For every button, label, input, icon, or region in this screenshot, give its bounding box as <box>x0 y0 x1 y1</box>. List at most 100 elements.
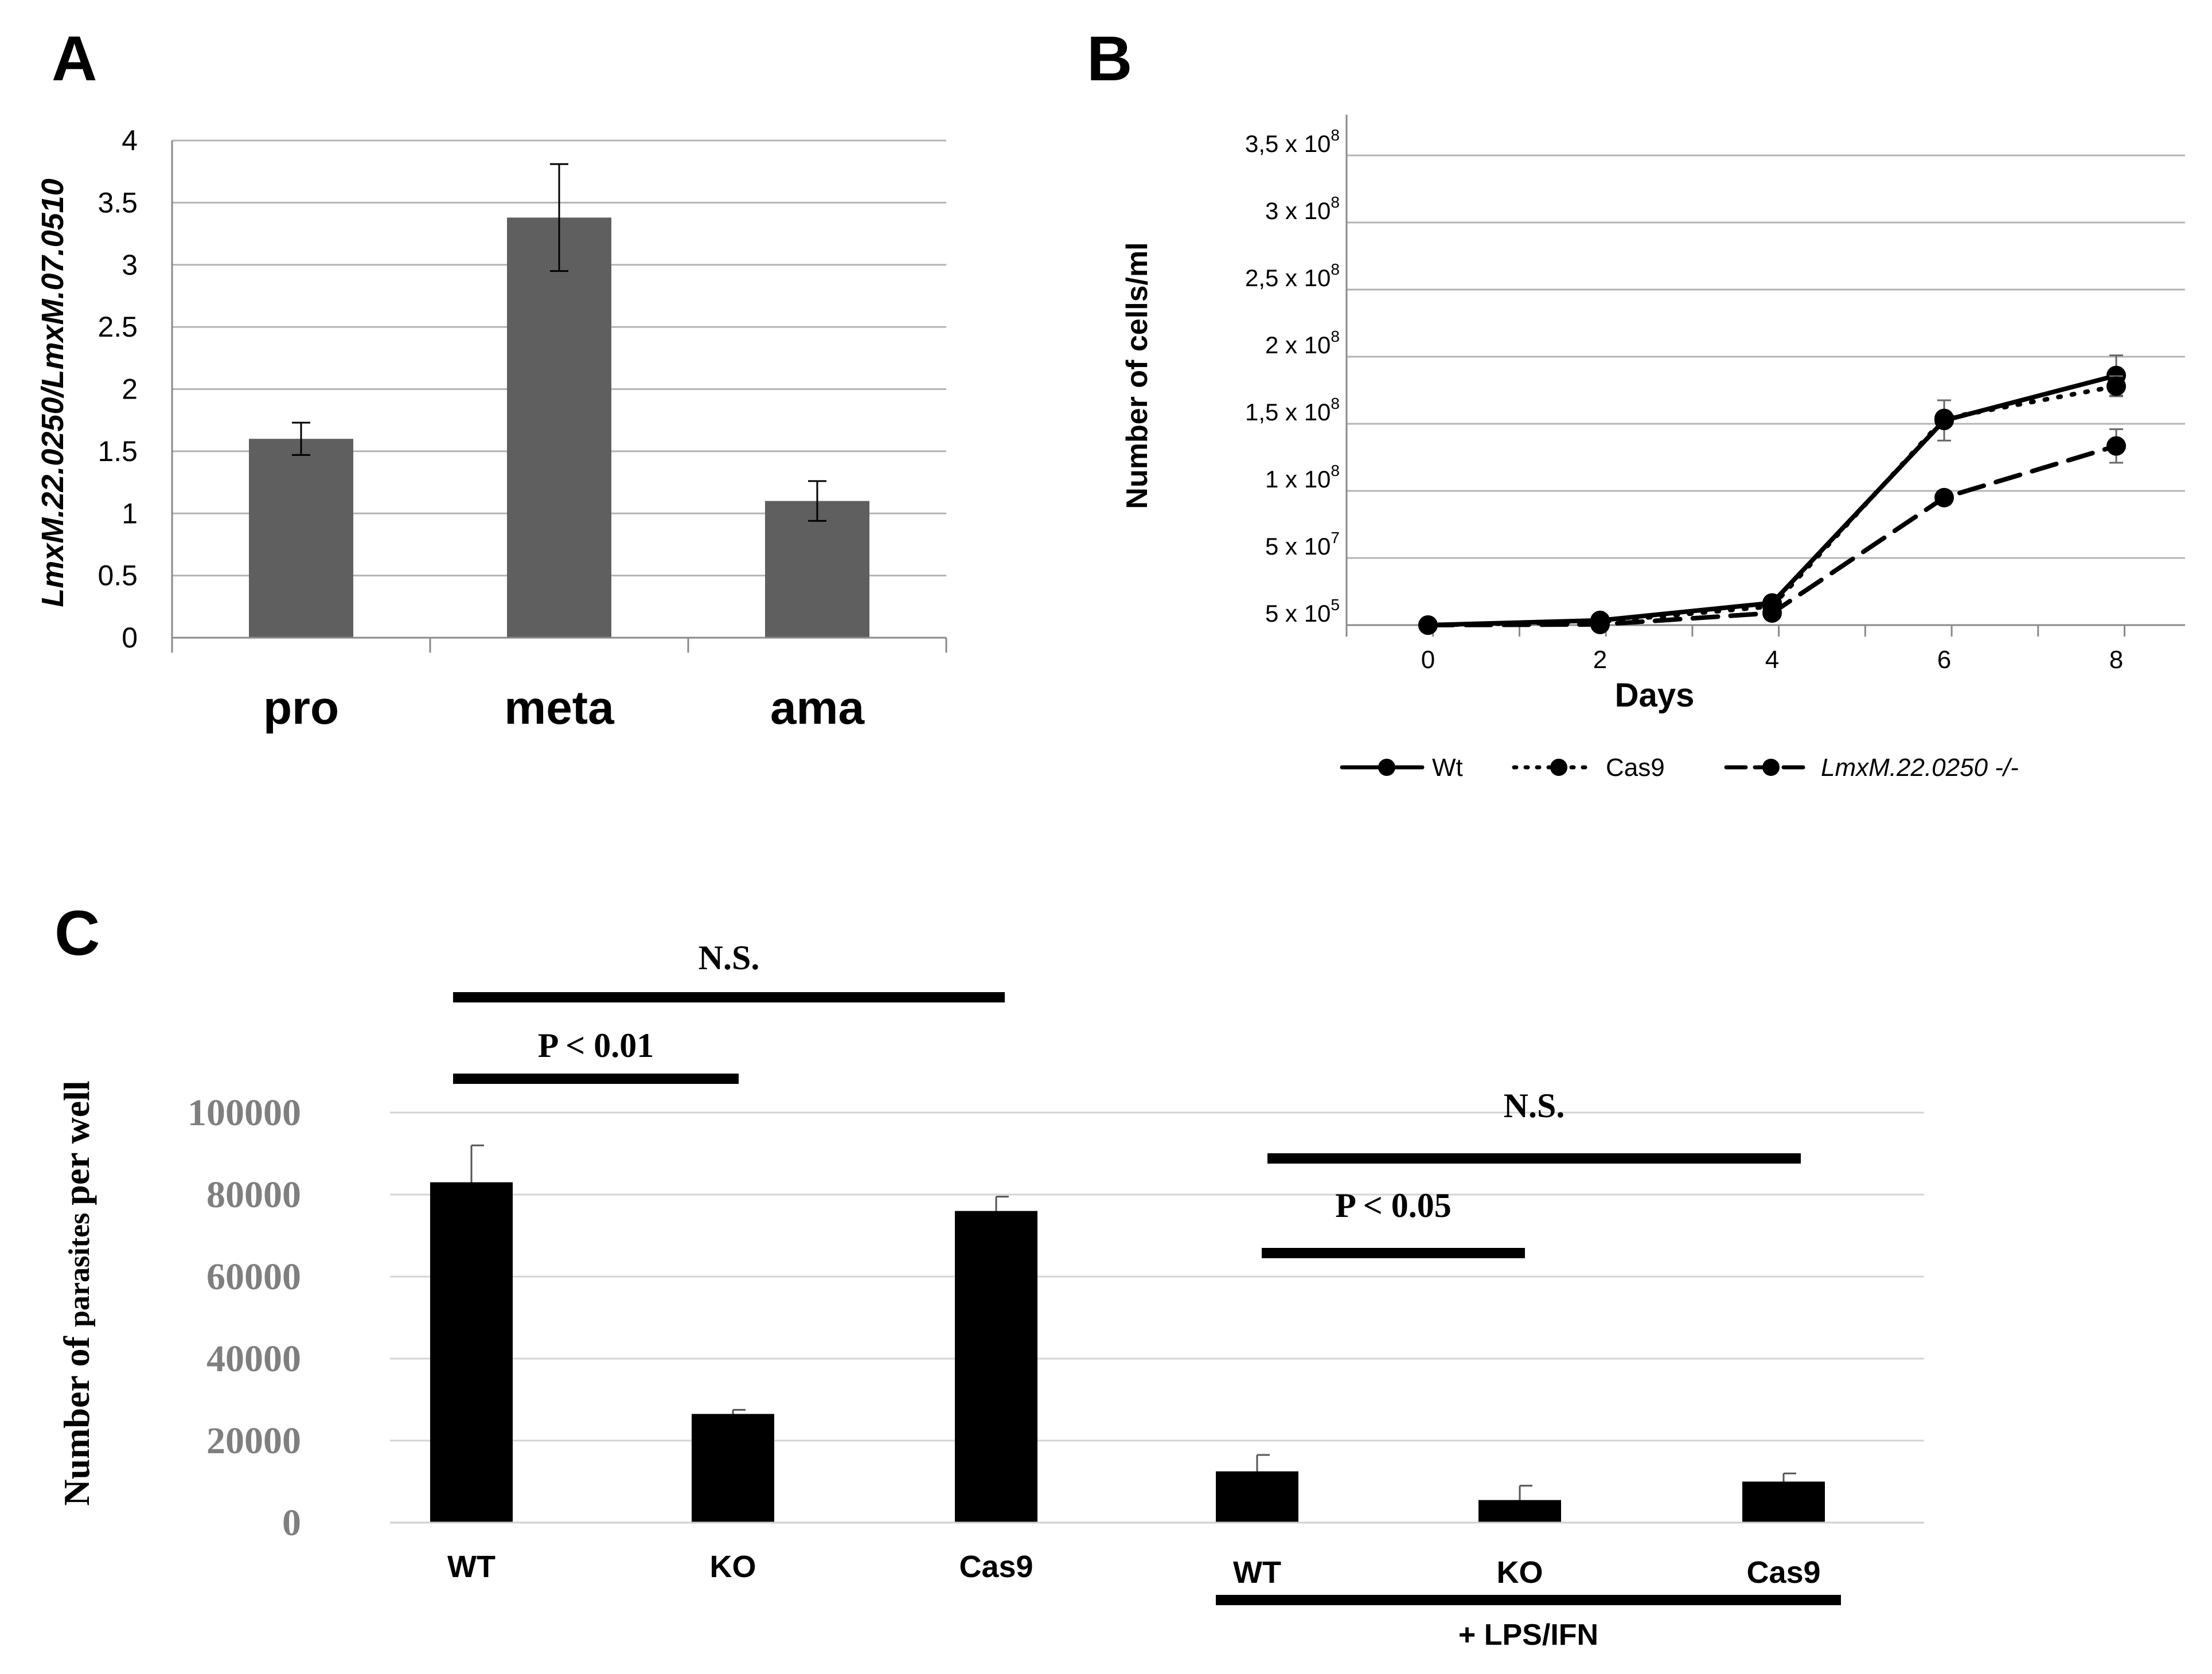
panel-b-y-tick-exponent: 8 <box>1331 193 1340 211</box>
panel-b-legend-label: Wt <box>1432 754 1463 782</box>
panel-b-legend-label: LmxM.22.0250 -/- <box>1821 754 2019 782</box>
panel-c-significance-annotations: N.S. P < 0.01 N.S. P < 0.05 <box>453 939 1801 1258</box>
panel-a-y-tick-label: 0.5 <box>97 560 138 592</box>
panel-b-legend-swatch-marker <box>1762 759 1780 776</box>
panel-a-y-tick-label: 1.5 <box>97 435 138 467</box>
panel-letter-a: A <box>52 24 97 94</box>
panel-b-series-dashed <box>1418 428 2126 635</box>
panel-b-x-tick-labels: 0 2 4 6 8 <box>1421 646 2123 674</box>
panel-b-y-tick-exponent: 8 <box>1331 462 1340 479</box>
panel-c-x-tick-label: WT <box>447 1550 496 1584</box>
panel-b-series-solid <box>1418 354 2126 635</box>
panel-b-y-tick-label: 1,5 x 108 <box>1245 395 1340 426</box>
panel-b-x-tick-label: 6 <box>1937 646 1951 674</box>
panel-b-y-tick-base: 2,5 x 10 <box>1245 264 1331 291</box>
panel-c-significance-label: P < 0.05 <box>1335 1187 1452 1224</box>
panel-c-bar <box>430 1182 513 1523</box>
panel-c-significance-label: P < 0.01 <box>538 1027 654 1064</box>
panel-c-x-tick-label: Cas9 <box>1746 1555 1820 1590</box>
panel-a-y-axis-label: LmxM.22.0250/LmxM.07.0510 <box>36 178 70 607</box>
panel-b-series-line <box>1426 373 2119 627</box>
panel-c-y-tick-label: 60000 <box>206 1256 301 1298</box>
panel-a-y-tick-label: 3 <box>122 249 138 281</box>
panel-b-y-tick-label: 3,5 x 108 <box>1245 126 1340 157</box>
panel-b-data-point <box>2106 376 2126 396</box>
panel-b-series <box>1418 354 2126 635</box>
panel-b-y-tick-base: 3 x 10 <box>1265 197 1331 224</box>
panel-b-y-tick-label: 5 x 107 <box>1265 529 1340 560</box>
panel-c-y-tick-label: 40000 <box>206 1338 301 1380</box>
panel-b-y-tick-base: 5 x 10 <box>1265 600 1331 627</box>
panel-b-data-point <box>1590 614 1610 634</box>
panel-a-y-tick-label: 4 <box>122 124 138 157</box>
panel-a-x-tick-label: ama <box>770 682 865 734</box>
panel-a-x-tick-labels: pro meta ama <box>263 682 865 734</box>
panel-b-x-tick-label: 4 <box>1765 646 1779 674</box>
panel-c-x-tick-label: KO <box>710 1550 756 1584</box>
panel-c-significance-label: N.S. <box>1504 1087 1565 1125</box>
panel-c-x-tick-labels: WT KO Cas9 WT KO Cas9 <box>447 1550 1821 1590</box>
panel-b-y-axis-label: Number of cells/ml <box>1121 242 1154 509</box>
panel-c-gridlines <box>390 1111 1924 1442</box>
panel-c-y-axis-label-end: per well <box>56 1080 97 1205</box>
panel-b-data-point <box>1934 487 1954 508</box>
panel-b-y-tick-label: 1 x 108 <box>1265 462 1340 493</box>
panel-b-data-point <box>1762 603 1782 623</box>
panel-b-y-tick-exponent: 7 <box>1331 529 1340 547</box>
panel-c-y-axis-label-main: Number of <box>56 1327 97 1506</box>
panel-b-data-point <box>1934 408 1954 428</box>
panel-b-y-tick-label: 2,5 x 108 <box>1245 260 1340 291</box>
panel-b-data-point <box>2106 436 2126 456</box>
panel-b-y-tick-exponent: 8 <box>1331 126 1340 144</box>
panel-c-bar <box>692 1414 774 1523</box>
panel-c-significance-label: N.S. <box>699 939 760 977</box>
panel-c-bar <box>955 1211 1037 1523</box>
panel-b-y-tick-exponent: 5 <box>1331 596 1340 614</box>
panel-c-bar <box>1478 1500 1561 1523</box>
panel-a-y-tick-label: 1 <box>122 497 138 529</box>
panel-b-y-tick-base: 3,5 x 10 <box>1245 130 1331 157</box>
panel-b-x-tick-label: 2 <box>1593 646 1607 674</box>
panel-c-y-axis-label: Number of parasites per well <box>56 1080 97 1505</box>
panel-letter-b: B <box>1087 24 1132 94</box>
panel-c-lps-ifn-group: + LPS/IFN <box>1216 1595 1841 1652</box>
panel-c-group-label: + LPS/IFN <box>1458 1618 1598 1652</box>
panel-a-bar <box>507 217 611 638</box>
panel-b-y-tick-base: 1 x 10 <box>1265 466 1331 493</box>
panel-a: A 0 0.5 1 1.5 2 2.5 3 3.5 4 pro meta ama LmxM.22.0… <box>36 24 947 734</box>
panel-b-y-tick-base: 5 x 10 <box>1265 533 1331 560</box>
panel-b-series-line <box>1426 384 2119 627</box>
panel-b-legend-label: Cas9 <box>1606 754 1665 782</box>
panel-c-bar <box>1216 1471 1298 1523</box>
panel-b-legend-swatch-marker <box>1550 759 1567 776</box>
panel-b-y-tick-exponent: 8 <box>1331 395 1340 412</box>
panel-c-bars <box>430 1144 1825 1523</box>
panel-b-x-axis-label: Days <box>1615 677 1695 714</box>
panel-c-x-tick-label: WT <box>1233 1555 1281 1590</box>
panel-c-y-tick-label: 0 <box>282 1502 301 1544</box>
panel-b-y-tick-exponent: 8 <box>1331 327 1340 345</box>
panel-c-x-tick-label: Cas9 <box>959 1550 1033 1584</box>
panel-b-data-point <box>1418 615 1438 635</box>
panel-letter-c: C <box>54 898 100 969</box>
panel-b-y-tick-label: 3 x 108 <box>1265 193 1340 224</box>
panel-a-x-tick-label: meta <box>504 682 615 734</box>
panel-a-bar <box>249 439 353 638</box>
panel-b-y-tick-label: 5 x 105 <box>1265 596 1340 627</box>
panel-b-legend-swatch-marker <box>1378 759 1395 776</box>
panel-b-y-tick-base: 2 x 10 <box>1265 331 1331 358</box>
panel-c-bar <box>1742 1481 1825 1523</box>
panel-b-y-tick-base: 1,5 x 10 <box>1245 399 1331 426</box>
panel-b-axes <box>1345 115 2185 637</box>
panel-c-y-tick-label: 80000 <box>206 1174 301 1216</box>
panel-a-y-tick-label: 0 <box>122 622 138 654</box>
panel-a-bars <box>249 163 869 638</box>
panel-a-y-tick-labels: 0 0.5 1 1.5 2 2.5 3 3.5 4 <box>97 124 138 654</box>
panel-a-y-tick-label: 2 <box>122 373 138 405</box>
panel-a-y-tick-label: 2.5 <box>97 311 138 343</box>
panel-c-y-tick-labels: 0 20000 40000 60000 80000 100000 <box>188 1092 301 1544</box>
panel-b-legend: Wt Cas9 LmxM.22.0250 -/- <box>1340 754 2019 782</box>
